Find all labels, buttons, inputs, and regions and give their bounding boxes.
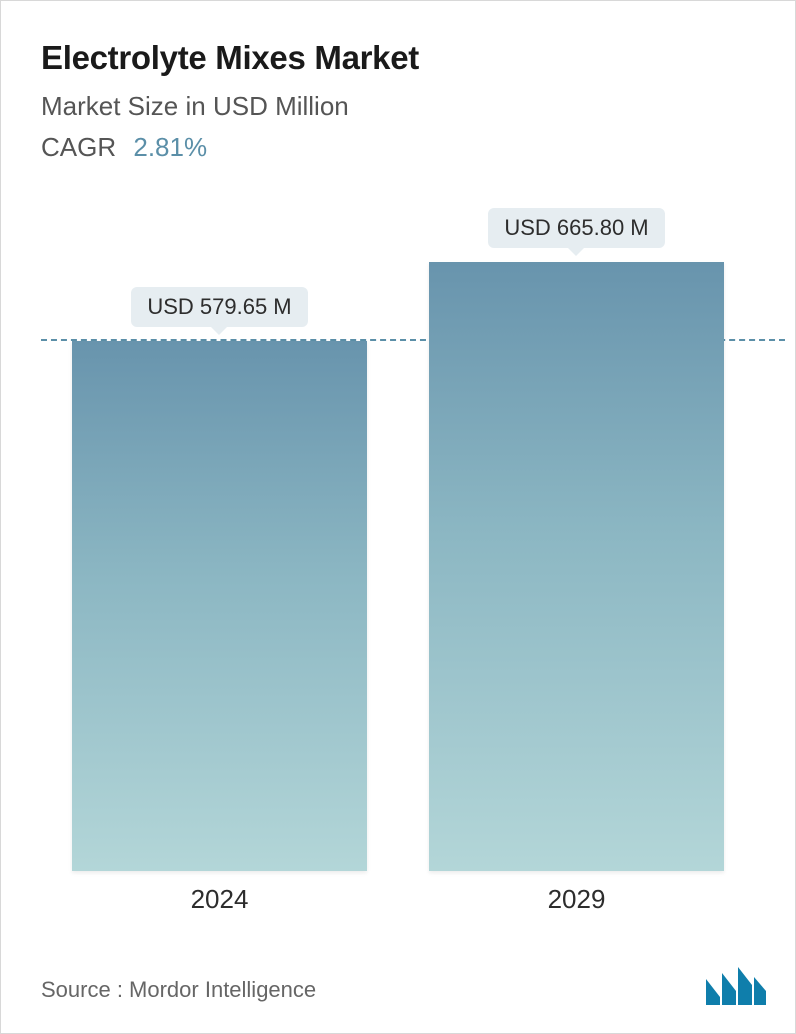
header: Electrolyte Mixes Market Market Size in … <box>1 1 795 163</box>
value-pill: USD 579.65 M <box>131 287 307 327</box>
cagr-row: CAGR 2.81% <box>41 132 755 163</box>
bar <box>429 262 724 871</box>
x-axis-label: 2024 <box>191 884 249 915</box>
subtitle: Market Size in USD Million <box>41 91 755 122</box>
bar-group: USD 665.80 M2029 <box>429 262 724 871</box>
mordor-logo-icon <box>705 965 767 1007</box>
cagr-label: CAGR <box>41 132 116 162</box>
value-pill: USD 665.80 M <box>488 208 664 248</box>
x-axis-label: 2029 <box>548 884 606 915</box>
source-footer: Source : Mordor Intelligence <box>41 977 316 1003</box>
bar-chart: USD 579.65 M2024USD 665.80 M2029 <box>41 231 785 911</box>
page-title: Electrolyte Mixes Market <box>41 39 755 77</box>
bar-group: USD 579.65 M2024 <box>72 341 367 871</box>
bars-container: USD 579.65 M2024USD 665.80 M2029 <box>41 231 755 871</box>
bar <box>72 341 367 871</box>
cagr-value: 2.81% <box>133 132 207 162</box>
